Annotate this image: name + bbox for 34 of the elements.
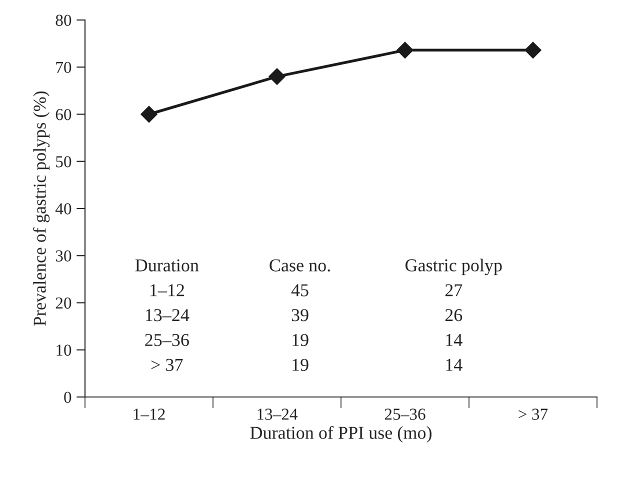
annotation: 45 (291, 284, 308, 296)
x-tick-label: > 37 (518, 408, 548, 420)
y-tick-label: 0 (64, 392, 72, 403)
annotation: 13–24 (146, 309, 190, 322)
annotation: 39 (292, 309, 308, 322)
annotation: Gastric polyp (405, 258, 502, 276)
x-tick-label: 1–12 (134, 408, 165, 420)
point (268, 68, 286, 85)
y-tick-label: 60 (56, 108, 72, 120)
annotation: Duration (135, 259, 199, 272)
annotation: 19 (292, 334, 308, 346)
annotation: Case no. (270, 259, 330, 272)
point (396, 42, 414, 59)
annotation: 19 (292, 358, 308, 371)
y-axis-title: Prevalence of gastric polyps (%) (32, 91, 50, 326)
point (524, 42, 542, 59)
annotation: 27 (445, 284, 462, 296)
y-tick-label: 40 (55, 203, 72, 214)
y-tick-label: 50 (56, 156, 72, 168)
y-tick-label: 20 (56, 297, 72, 309)
y-tick-label: 30 (56, 250, 72, 262)
y-tick-label: 70 (56, 62, 72, 74)
annotation: 25–36 (145, 334, 189, 346)
y-tick-label: 80 (56, 14, 72, 26)
annotation: 14 (446, 358, 462, 371)
point (140, 106, 158, 123)
y-tick-label: 10 (56, 344, 72, 356)
x-tick-label: 13–24 (258, 408, 298, 420)
x-tick-label: 25–36 (384, 408, 426, 420)
annotation: > 37 (151, 358, 183, 371)
annotation: 26 (445, 309, 462, 322)
annotation: 14 (446, 334, 462, 346)
x-axis-title: Duration of PPI use (mo) (250, 426, 432, 443)
annotation: 1–12 (150, 284, 184, 296)
